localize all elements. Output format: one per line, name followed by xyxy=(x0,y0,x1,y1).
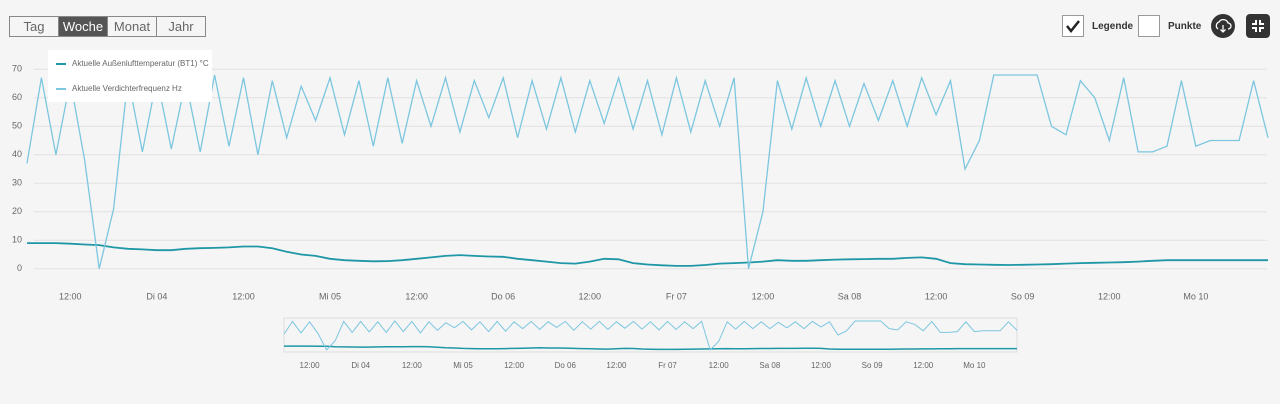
range-button[interactable]: Jahr xyxy=(156,16,206,37)
check-mark xyxy=(1066,20,1080,34)
range-button[interactable]: Tag xyxy=(9,16,59,37)
x-tick-label: 12:00 xyxy=(752,291,775,301)
navigator-tick-label: 12:00 xyxy=(606,361,627,370)
range-buttons: Tag Woche Monat Jahr xyxy=(9,16,206,37)
x-tick-label: So 09 xyxy=(1011,291,1035,301)
series-line xyxy=(27,242,1268,267)
download-button[interactable] xyxy=(1211,14,1235,38)
legend-box xyxy=(48,50,212,102)
toggle[interactable]: Punkte xyxy=(1138,15,1201,37)
toggle-label: Legende xyxy=(1092,20,1134,32)
navigator-tick-label: So 09 xyxy=(862,361,883,370)
y-tick-label: 20 xyxy=(12,206,22,216)
navigator-tick-label: 12:00 xyxy=(402,361,423,370)
navigator-tick-label: Do 06 xyxy=(555,361,577,370)
legend-label: Aktuelle Außenlufttemperatur (BT1) °C xyxy=(72,59,209,68)
collapse-button[interactable] xyxy=(1246,14,1270,38)
checkbox[interactable] xyxy=(1062,15,1084,37)
y-tick-label: 70 xyxy=(12,64,22,74)
y-tick-label: 0 xyxy=(17,263,22,273)
navigator-tick-label: Fr 07 xyxy=(658,361,677,370)
navigator-tick-label: 12:00 xyxy=(300,361,321,370)
navigator xyxy=(283,317,1018,353)
x-tick-label: Do 06 xyxy=(491,291,515,301)
y-tick-label: 60 xyxy=(12,92,22,102)
navigator-tick-label: 12:00 xyxy=(709,361,730,370)
x-tick-label: Mo 10 xyxy=(1183,291,1208,301)
x-tick-label: Fr 07 xyxy=(666,291,687,301)
navigator-tick-label: Sa 08 xyxy=(759,361,780,370)
plot-area xyxy=(34,55,1267,283)
navigator-tick-label: Mi 05 xyxy=(453,361,473,370)
y-tick-label: 10 xyxy=(12,235,22,245)
x-tick-label: Mi 05 xyxy=(319,291,341,301)
collapse-icon xyxy=(1252,20,1264,32)
navigator-line xyxy=(283,320,1018,351)
y-tick-label: 50 xyxy=(12,121,22,131)
navigator-line xyxy=(284,345,1017,351)
navigator-tick-label: Mo 10 xyxy=(963,361,986,370)
legend-label: Aktuelle Verdichterfrequenz Hz xyxy=(72,84,182,93)
navigator-tick-label: 12:00 xyxy=(504,361,525,370)
navigator-tick-label: Di 04 xyxy=(351,361,370,370)
y-tick-label: 40 xyxy=(12,149,22,159)
toggle-label: Punkte xyxy=(1168,20,1202,32)
x-tick-label: 12:00 xyxy=(579,291,602,301)
x-tick-label: 12:00 xyxy=(405,291,428,301)
download-icon xyxy=(1215,18,1232,33)
x-tick-label: Di 04 xyxy=(146,291,167,301)
range-button[interactable]: Woche xyxy=(58,16,108,37)
series-line xyxy=(26,74,1269,269)
navigator-tick-label: 12:00 xyxy=(913,361,934,370)
x-tick-label: 12:00 xyxy=(59,291,82,301)
range-button[interactable]: Monat xyxy=(107,16,157,37)
navigator-tick-label: 12:00 xyxy=(811,361,832,370)
x-tick-label: Sa 08 xyxy=(838,291,862,301)
x-tick-label: 12:00 xyxy=(232,291,255,301)
y-tick-label: 30 xyxy=(12,178,22,188)
checkbox[interactable] xyxy=(1138,15,1160,37)
x-tick-label: 12:00 xyxy=(1098,291,1121,301)
x-tick-label: 12:00 xyxy=(925,291,948,301)
toggle[interactable]: Legende xyxy=(1062,15,1133,37)
